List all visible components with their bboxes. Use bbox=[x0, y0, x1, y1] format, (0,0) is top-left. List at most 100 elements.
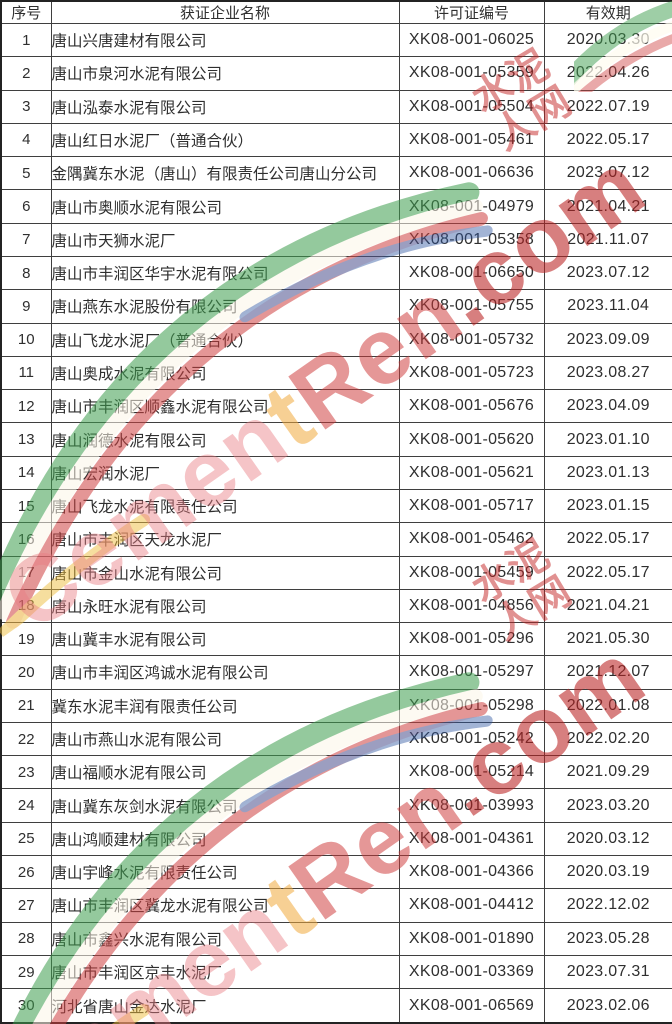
table-row: 13 唐山润德水泥有限公司 XK08-001-05620 2023.01.10 bbox=[0, 422, 672, 457]
license-number: XK08-001-05676 bbox=[398, 389, 545, 424]
company-name: 唐山市鑫兴水泥有限公司 bbox=[50, 921, 400, 956]
license-number: XK08-001-05717 bbox=[398, 488, 545, 524]
header-company: 获证企业名称 bbox=[50, 0, 400, 24]
license-number: XK08-001-05459 bbox=[398, 555, 545, 590]
company-name: 唐山永旺水泥有限公司 bbox=[50, 588, 400, 624]
table-row: 11 唐山奥成水泥有限公司 XK08-001-05723 2023.08.27 bbox=[0, 355, 672, 391]
table-row: 30 河北省唐山金达水泥厂 XK08-001-06569 2023.02.06 bbox=[0, 988, 672, 1024]
company-name: 唐山市丰润区冀龙水泥有限公司 bbox=[50, 888, 400, 923]
company-name: 唐山福顺水泥有限公司 bbox=[50, 755, 400, 790]
license-number: XK08-001-05723 bbox=[398, 355, 545, 391]
expiry-date: 2020.03.19 bbox=[543, 855, 672, 890]
table-row: 18 唐山永旺水泥有限公司 XK08-001-04856 2021.04.21 bbox=[0, 588, 672, 624]
table-row: 22 唐山市燕山水泥有限公司 XK08-001-05242 2022.02.20 bbox=[0, 721, 672, 757]
company-name: 唐山市燕山水泥有限公司 bbox=[50, 721, 400, 757]
expiry-date: 2023.07.31 bbox=[543, 954, 672, 990]
row-index: 6 bbox=[0, 189, 52, 224]
license-number: XK08-001-04412 bbox=[398, 888, 545, 923]
company-name: 唐山市丰润区鸿诚水泥有限公司 bbox=[50, 655, 400, 690]
license-number: XK08-001-04366 bbox=[398, 855, 545, 890]
table-body: 1 唐山兴唐建材有限公司 XK08-001-06025 2020.03.30 2… bbox=[0, 22, 672, 1024]
license-number: XK08-001-04361 bbox=[398, 821, 545, 857]
company-name: 唐山润德水泥有限公司 bbox=[50, 422, 400, 457]
license-number: XK08-001-05755 bbox=[398, 289, 545, 324]
row-index: 17 bbox=[0, 555, 52, 590]
company-name: 唐山市丰润区顺鑫水泥有限公司 bbox=[50, 389, 400, 424]
row-index: 5 bbox=[0, 156, 52, 191]
expiry-date: 2022.04.26 bbox=[543, 56, 672, 91]
expiry-date: 2022.02.20 bbox=[543, 721, 672, 757]
row-index: 3 bbox=[0, 89, 52, 124]
table-row: 2 唐山市泉河水泥有限公司 XK08-001-05359 2022.04.26 bbox=[0, 56, 672, 91]
expiry-date: 2023.01.10 bbox=[543, 422, 672, 457]
license-number: XK08-001-05242 bbox=[398, 721, 545, 757]
license-number: XK08-001-05461 bbox=[398, 122, 545, 158]
expiry-date: 2022.12.02 bbox=[543, 888, 672, 923]
row-index: 16 bbox=[0, 522, 52, 557]
row-index: 8 bbox=[0, 255, 52, 291]
company-name: 唐山飞龙水泥有限责任公司 bbox=[50, 488, 400, 524]
company-name: 唐山市奥顺水泥有限公司 bbox=[50, 189, 400, 224]
table-row: 27 唐山市丰润区冀龙水泥有限公司 XK08-001-04412 2022.12… bbox=[0, 888, 672, 923]
expiry-date: 2021.04.21 bbox=[543, 189, 672, 224]
company-name: 唐山鸿顺建材有限公司 bbox=[50, 821, 400, 857]
row-index: 20 bbox=[0, 655, 52, 690]
license-number: XK08-001-04979 bbox=[398, 189, 545, 224]
table-row: 14 唐山宏润水泥厂 XK08-001-05621 2023.01.13 bbox=[0, 455, 672, 490]
table-row: 9 唐山燕东水泥股份有限公司 XK08-001-05755 2023.11.04 bbox=[0, 289, 672, 324]
row-index: 30 bbox=[0, 988, 52, 1024]
row-index: 13 bbox=[0, 422, 52, 457]
company-name: 唐山宇峰水泥有限责任公司 bbox=[50, 855, 400, 890]
table-row: 23 唐山福顺水泥有限公司 XK08-001-05214 2021.09.29 bbox=[0, 755, 672, 790]
license-number: XK08-001-05732 bbox=[398, 322, 545, 357]
table-row: 7 唐山市天狮水泥厂 XK08-001-05358 2021.11.07 bbox=[0, 222, 672, 257]
row-index: 11 bbox=[0, 355, 52, 391]
row-index: 19 bbox=[0, 622, 52, 657]
table-row: 29 唐山市丰润区京丰水泥厂 XK08-001-03369 2023.07.31 bbox=[0, 954, 672, 990]
license-number: XK08-001-01890 bbox=[398, 921, 545, 956]
expiry-date: 2023.07.12 bbox=[543, 156, 672, 191]
expiry-date: 2023.05.28 bbox=[543, 921, 672, 956]
license-number: XK08-001-03369 bbox=[398, 954, 545, 990]
company-name: 唐山泓泰水泥有限公司 bbox=[50, 89, 400, 124]
row-index: 2 bbox=[0, 56, 52, 91]
expiry-date: 2023.04.09 bbox=[543, 389, 672, 424]
row-index: 7 bbox=[0, 222, 52, 257]
row-index: 27 bbox=[0, 888, 52, 923]
table-row: 24 唐山冀东灰剑水泥有限公司 XK08-001-03993 2023.03.2… bbox=[0, 788, 672, 823]
table-row: 26 唐山宇峰水泥有限责任公司 XK08-001-04366 2020.03.1… bbox=[0, 855, 672, 890]
expiry-date: 2021.12.07 bbox=[543, 655, 672, 690]
expiry-date: 2021.09.29 bbox=[543, 755, 672, 790]
expiry-date: 2020.03.30 bbox=[543, 22, 672, 58]
license-number: XK08-001-05214 bbox=[398, 755, 545, 790]
table-row: 15 唐山飞龙水泥有限责任公司 XK08-001-05717 2023.01.1… bbox=[0, 488, 672, 524]
company-name: 唐山兴唐建材有限公司 bbox=[50, 22, 400, 58]
expiry-date: 2023.07.12 bbox=[543, 255, 672, 291]
expiry-date: 2023.02.06 bbox=[543, 988, 672, 1024]
license-number: XK08-001-05298 bbox=[398, 688, 545, 723]
table-row: 8 唐山市丰润区华宇水泥有限公司 XK08-001-06650 2023.07.… bbox=[0, 255, 672, 291]
expiry-date: 2022.05.17 bbox=[543, 555, 672, 590]
expiry-date: 2022.07.19 bbox=[543, 89, 672, 124]
company-name: 唐山宏润水泥厂 bbox=[50, 455, 400, 490]
row-index: 4 bbox=[0, 122, 52, 158]
license-number: XK08-001-05504 bbox=[398, 89, 545, 124]
license-number: XK08-001-06636 bbox=[398, 156, 545, 191]
expiry-date: 2022.01.08 bbox=[543, 688, 672, 723]
license-number: XK08-001-04856 bbox=[398, 588, 545, 624]
company-name: 唐山冀丰水泥有限公司 bbox=[50, 622, 400, 657]
table-row: 12 唐山市丰润区顺鑫水泥有限公司 XK08-001-05676 2023.04… bbox=[0, 389, 672, 424]
table-row: 20 唐山市丰润区鸿诚水泥有限公司 XK08-001-05297 2021.12… bbox=[0, 655, 672, 690]
company-name: 河北省唐山金达水泥厂 bbox=[50, 988, 400, 1024]
header-index: 序号 bbox=[0, 0, 52, 24]
license-number: XK08-001-06025 bbox=[398, 22, 545, 58]
table-row: 10 唐山飞龙水泥厂（普通合伙） XK08-001-05732 2023.09.… bbox=[0, 322, 672, 357]
expiry-date: 2023.11.04 bbox=[543, 289, 672, 324]
table-row: 6 唐山市奥顺水泥有限公司 XK08-001-04979 2021.04.21 bbox=[0, 189, 672, 224]
license-number: XK08-001-05358 bbox=[398, 222, 545, 257]
row-index: 24 bbox=[0, 788, 52, 823]
table-row: 3 唐山泓泰水泥有限公司 XK08-001-05504 2022.07.19 bbox=[0, 89, 672, 124]
expiry-date: 2021.11.07 bbox=[543, 222, 672, 257]
row-index: 29 bbox=[0, 954, 52, 990]
license-number: XK08-001-05462 bbox=[398, 522, 545, 557]
